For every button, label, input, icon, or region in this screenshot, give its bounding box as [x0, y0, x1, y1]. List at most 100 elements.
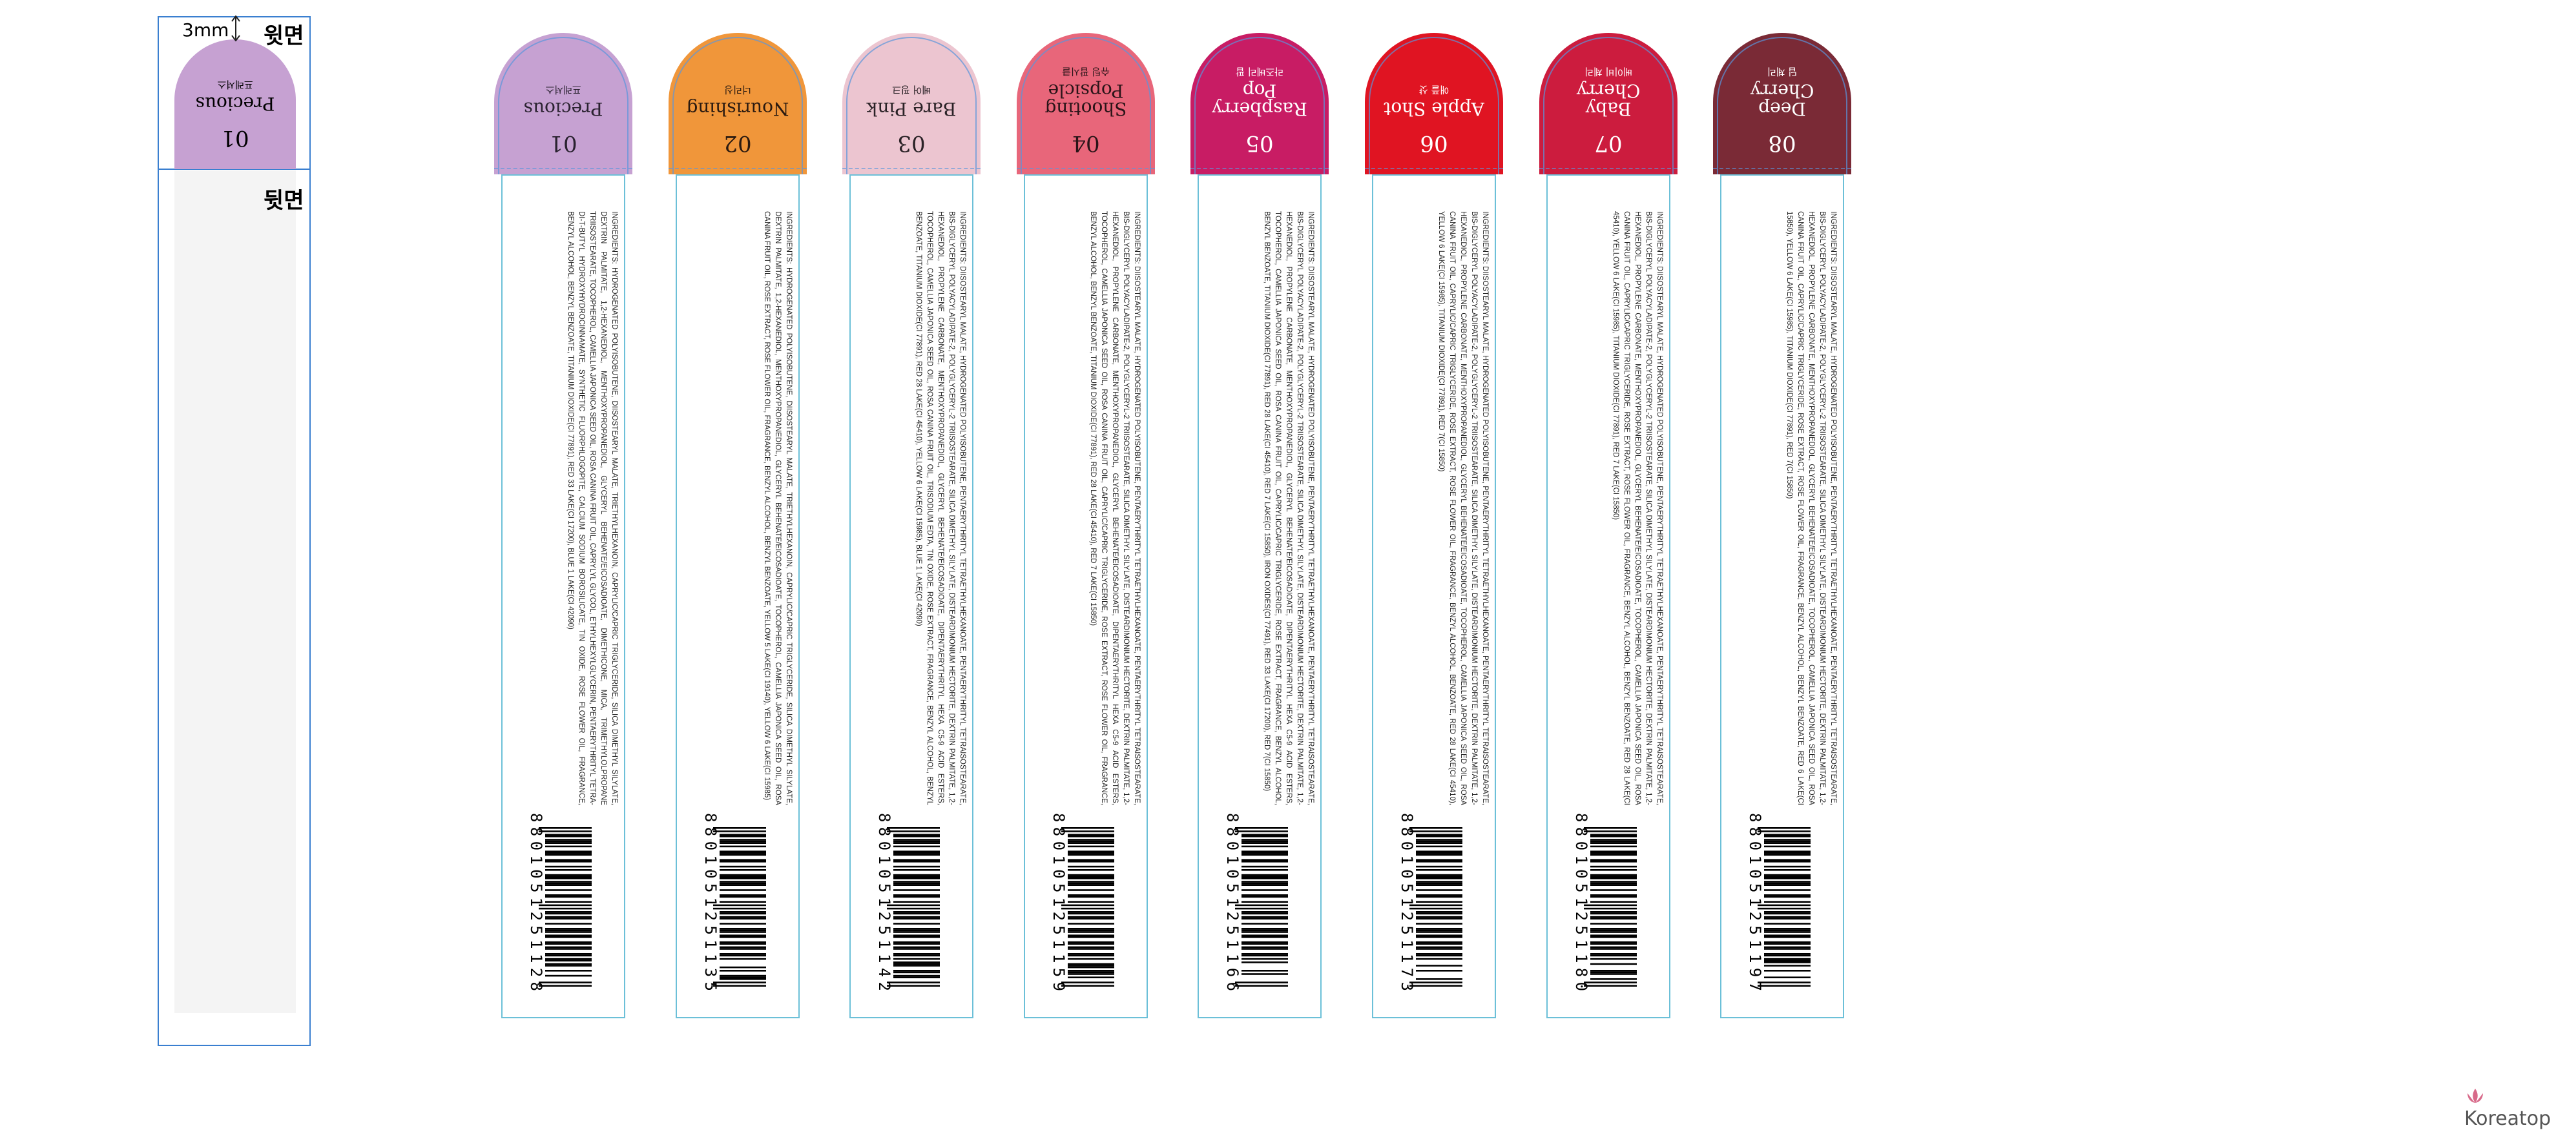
cap-name-ko: 베이비 체리	[1584, 66, 1632, 77]
barcode-bar	[1067, 912, 1114, 915]
barcode-bar	[893, 929, 940, 932]
barcode-bar	[1061, 907, 1114, 910]
cap-number: 04	[1072, 130, 1100, 156]
barcode-graphic: 8801051251128	[527, 813, 592, 991]
barcode-bar	[1241, 961, 1289, 963]
barcode-bar	[545, 912, 592, 915]
barcode-bar	[719, 954, 766, 957]
cap-name: Precious	[523, 98, 603, 119]
fold-line	[1713, 168, 1852, 169]
barcode-bar	[545, 894, 592, 896]
barcode-bar	[1416, 861, 1462, 863]
barcode-bar	[1061, 904, 1114, 907]
barcode-bar	[1241, 923, 1289, 925]
barcode-bar	[1067, 859, 1114, 861]
barcode-bar	[893, 881, 940, 883]
barcode-bar	[1067, 911, 1114, 913]
barcode-bar	[539, 827, 592, 829]
barcode-bar	[1241, 943, 1289, 945]
cap-text: 01 Precious 프레셔스	[494, 33, 632, 174]
barcode-bar	[1590, 884, 1637, 887]
barcode-bar	[893, 876, 940, 878]
cap-name-ko: 애플 샷	[1418, 84, 1449, 96]
barcode-bar	[719, 852, 766, 854]
barcode-bar	[1590, 953, 1637, 955]
barcode-bar	[1067, 845, 1114, 848]
barcode-bar	[1067, 836, 1114, 837]
cap-text: 08 Deep Cherry 딥 체리	[1713, 33, 1851, 174]
barcode-bar	[1241, 881, 1289, 883]
barcode-bar	[719, 928, 766, 930]
barcode-bar	[1241, 865, 1289, 868]
barcode-bar	[1764, 852, 1811, 854]
barcode-bar	[1590, 978, 1637, 980]
barcode-bar	[545, 839, 592, 841]
barcode-bar	[719, 878, 766, 879]
barcode-bar	[1241, 878, 1289, 879]
barcode-bar	[1590, 912, 1637, 915]
ingredients: INGREDIENTS: DIISOSTEARYL MALATE, HYDROG…	[1785, 211, 1838, 805]
barcode-bar	[1241, 912, 1289, 915]
barcode-bar	[1067, 931, 1114, 933]
barcode-bar	[1590, 948, 1637, 950]
barcode-bar	[893, 852, 940, 854]
barcode-bar	[545, 869, 592, 871]
barcode-bar	[719, 936, 766, 938]
barcode-number: 8801051251128	[528, 813, 545, 991]
barcode-bar	[719, 839, 766, 841]
barcode-bar	[1758, 827, 1811, 829]
barcode-graphic: 8801051251135	[701, 813, 766, 991]
barcode-bar	[1235, 981, 1289, 983]
cap: 03 Bare Pink 베어 핑크	[842, 33, 981, 174]
barcode-bar	[1416, 918, 1462, 919]
barcode-bar	[1590, 931, 1637, 933]
barcode-bar	[893, 946, 940, 949]
barcode-bar	[893, 936, 940, 938]
barcode-bar	[1590, 836, 1637, 837]
barcode-bar	[719, 834, 766, 836]
barcode-bar	[1764, 948, 1811, 950]
barcode-bar	[1061, 827, 1114, 829]
barcode-bar	[539, 904, 592, 907]
barcode-bar	[1067, 882, 1114, 885]
barcode: 8801051251166	[1222, 812, 1289, 999]
barcode-bar	[1590, 963, 1637, 965]
barcode-bar	[1067, 976, 1114, 978]
barcode-bar	[1764, 869, 1811, 871]
barcode-bar	[1235, 985, 1289, 987]
barcode-bar	[1416, 934, 1462, 936]
barcode-bar	[1590, 941, 1637, 943]
barcode-bar	[1764, 961, 1811, 963]
barcode-bar	[1416, 842, 1462, 845]
watermark-text: Koreatop	[2464, 1107, 2551, 1130]
barcode-bar	[1067, 896, 1114, 898]
barcode-bar	[893, 911, 940, 913]
barcode-bar	[893, 961, 940, 963]
barcode-bar	[545, 934, 592, 936]
barcode-bar	[1241, 839, 1289, 841]
barcode-bar	[1067, 834, 1114, 836]
barcode-bar	[1416, 901, 1462, 903]
cut-line	[1020, 37, 1151, 174]
barcode-bar	[539, 985, 592, 987]
barcode-bar	[1067, 881, 1114, 883]
barcode-bar	[1241, 852, 1289, 854]
barcode-bar	[1241, 850, 1289, 853]
barcode-bar	[712, 907, 766, 910]
barcode-bar	[1764, 894, 1811, 896]
barcode-bar	[1067, 948, 1114, 950]
barcode-bar	[1416, 845, 1462, 848]
barcode-number: 8801051251135	[703, 813, 720, 991]
barcode-bar	[1067, 876, 1114, 878]
barcode-bar	[1067, 973, 1114, 975]
barcode-bar	[1764, 859, 1811, 861]
barcode-bar	[1590, 834, 1637, 836]
barcode-graphic: 8801051251142	[875, 813, 940, 991]
barcode-graphic: 8801051251159	[1050, 813, 1114, 991]
barcode-bar	[1241, 889, 1289, 891]
back-label: 뒷면	[264, 188, 304, 214]
barcode-bar	[893, 882, 940, 885]
barcode-bar	[719, 894, 766, 896]
cap: 05 Raspberry Pop 라즈베리 팝	[1190, 33, 1329, 174]
barcode-bar	[1241, 941, 1289, 943]
